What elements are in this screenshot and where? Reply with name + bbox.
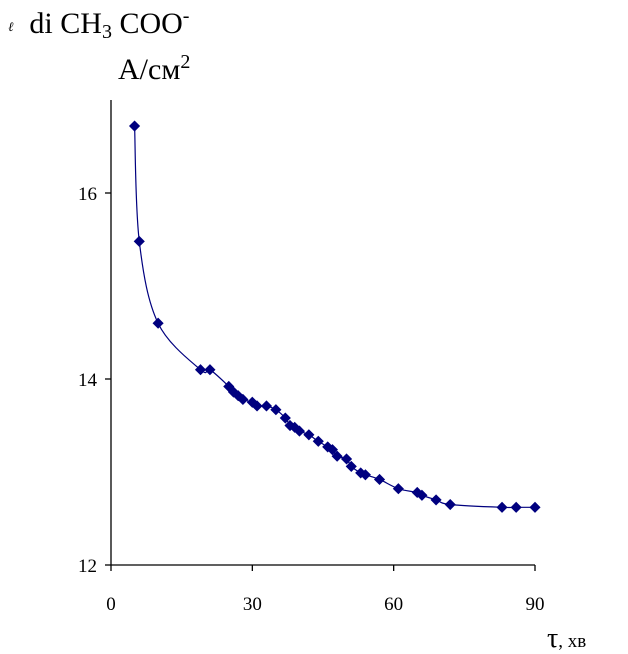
y-axis-label: ℓ di CH3 COO- [8, 6, 189, 42]
data-point [133, 235, 145, 247]
series-markers [128, 120, 541, 513]
data-point [331, 450, 343, 462]
y-axis-label-superscript: - [182, 5, 190, 27]
y-tick-label: 16 [78, 184, 97, 205]
data-point [237, 393, 249, 406]
y-tick-label: 12 [78, 556, 97, 577]
x-tick-label: 90 [526, 594, 545, 615]
data-point [340, 453, 353, 465]
data-point [510, 501, 522, 513]
data-point [312, 435, 324, 447]
data-point [392, 483, 404, 495]
x-tick-label: 60 [384, 594, 403, 615]
data-point [416, 489, 428, 501]
x-axis-label-rest: , хв [558, 631, 587, 652]
x-axis-label: τ, хв [547, 625, 586, 653]
y-axis-label-prefix: ℓ [8, 18, 14, 34]
y-axis-unit: А/см2 [118, 52, 190, 85]
data-point [430, 494, 442, 506]
data-point [152, 317, 164, 329]
y-axis-label-subscript: 3 [101, 21, 112, 43]
y-axis-label-ion: di CH3 COO- [29, 5, 190, 43]
data-point [529, 501, 541, 513]
data-point [345, 460, 357, 472]
data-point [444, 498, 456, 511]
y-axis-label-rest: COO [111, 7, 183, 40]
data-point [246, 396, 258, 408]
data-point [373, 473, 386, 486]
data-point [303, 429, 315, 441]
x-tick-label: 30 [243, 594, 262, 615]
data-point [251, 400, 263, 412]
data-point [270, 404, 282, 416]
data-point [496, 501, 508, 513]
axes [105, 100, 536, 571]
data-point [279, 412, 291, 424]
y-axis-unit-superscript: 2 [180, 51, 191, 73]
x-axis-label-symbol: τ [547, 623, 559, 654]
data-point [128, 120, 141, 132]
data-point [326, 444, 338, 456]
data-point [260, 400, 273, 412]
y-tick-label: 14 [78, 370, 98, 391]
data-point [359, 469, 371, 481]
data-point [204, 364, 216, 376]
y-axis-label-main: di CH [29, 7, 102, 40]
y-axis-unit-main: А/см [118, 53, 181, 86]
data-point [293, 425, 306, 437]
data-point [194, 364, 207, 376]
tick-labels: 12 14 16 0 30 60 90 [78, 184, 545, 615]
x-tick-label: 0 [106, 594, 116, 615]
